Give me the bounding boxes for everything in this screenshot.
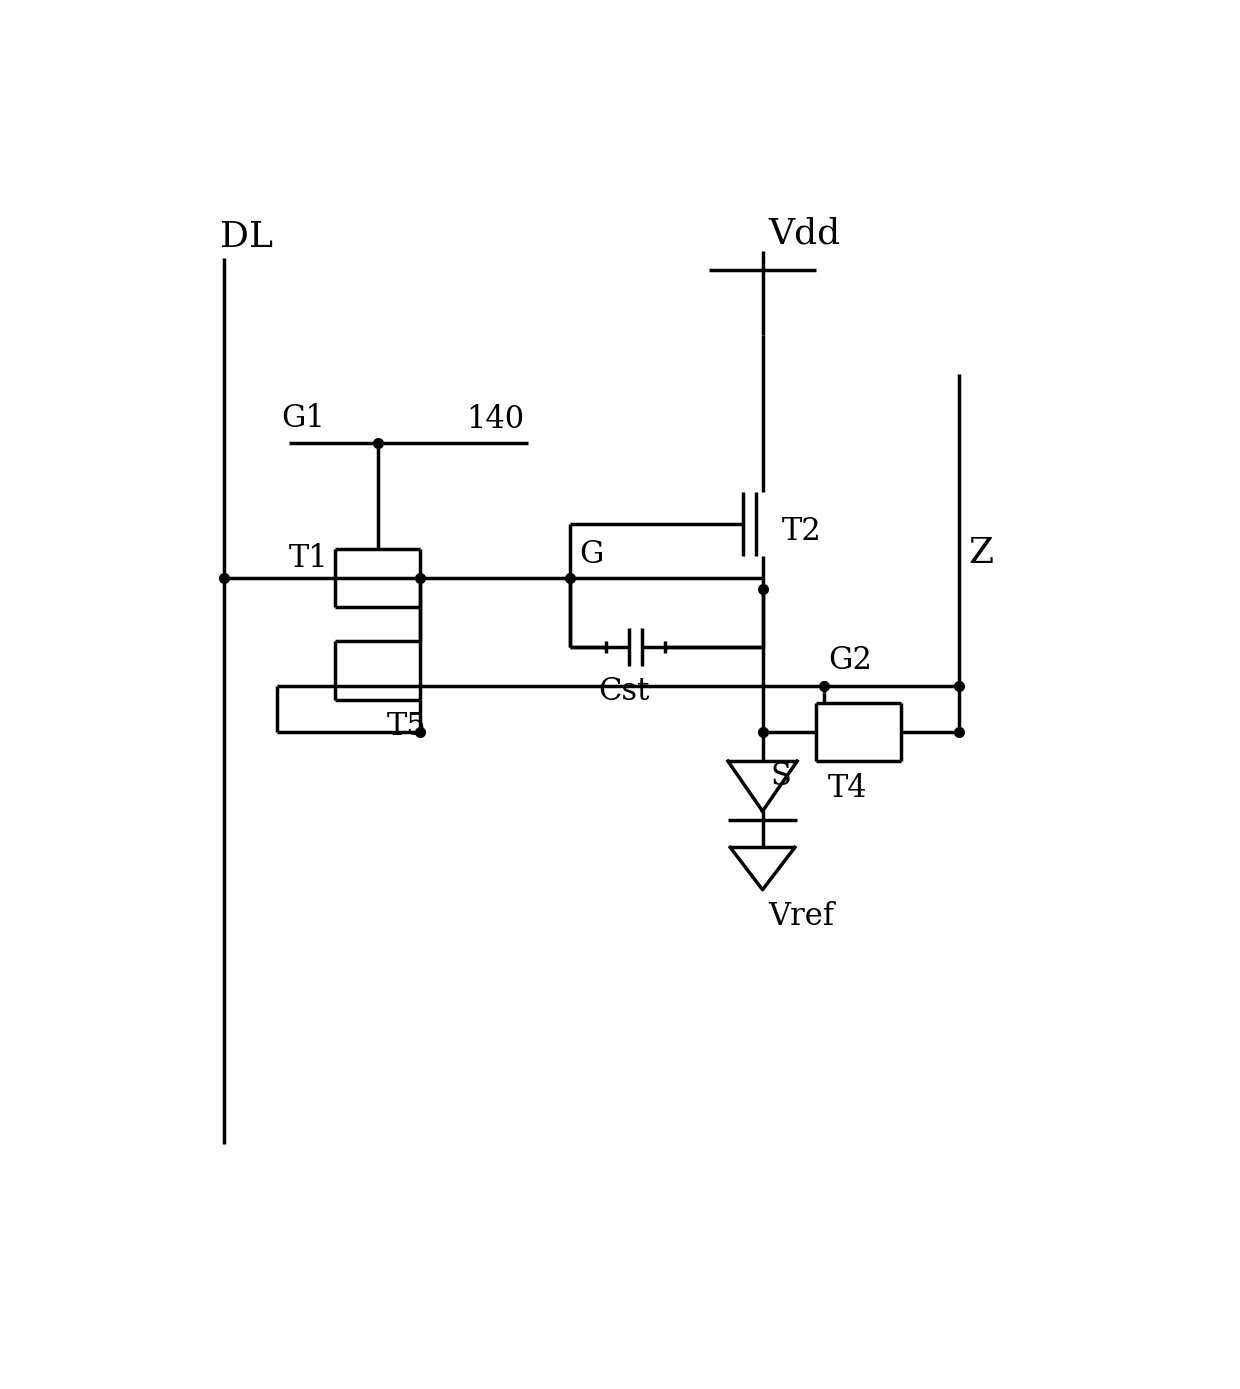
Text: G1: G1: [281, 403, 325, 433]
Text: Vref: Vref: [769, 901, 835, 932]
Text: T5: T5: [387, 711, 427, 742]
Text: T2: T2: [781, 517, 822, 547]
Text: T1: T1: [289, 543, 329, 574]
Text: 140: 140: [466, 404, 525, 435]
Text: T4: T4: [827, 772, 867, 804]
Text: G: G: [579, 539, 604, 569]
Text: S: S: [770, 761, 791, 792]
Text: Cst: Cst: [598, 675, 650, 707]
Text: Vdd: Vdd: [769, 217, 841, 250]
Text: Z: Z: [968, 536, 993, 569]
Text: G2: G2: [828, 646, 872, 676]
Text: DL: DL: [219, 221, 273, 254]
